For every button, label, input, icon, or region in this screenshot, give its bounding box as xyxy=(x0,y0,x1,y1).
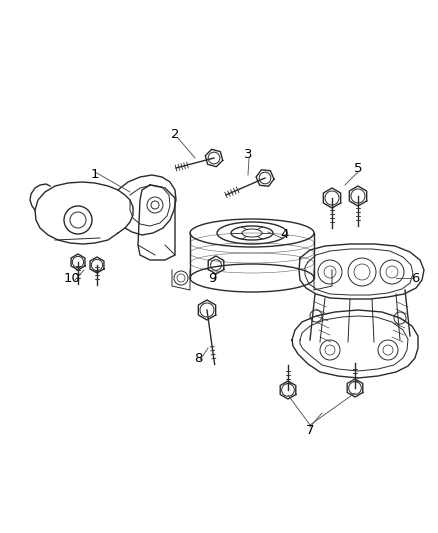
Text: 3: 3 xyxy=(244,149,252,161)
Text: 7: 7 xyxy=(306,424,314,437)
Text: 5: 5 xyxy=(354,161,362,174)
Text: 1: 1 xyxy=(91,168,99,182)
Text: 8: 8 xyxy=(194,351,202,365)
Text: 4: 4 xyxy=(281,229,289,241)
Text: 6: 6 xyxy=(411,271,419,285)
Text: 9: 9 xyxy=(208,271,216,285)
Text: 2: 2 xyxy=(171,128,179,141)
Text: 10: 10 xyxy=(64,271,81,285)
